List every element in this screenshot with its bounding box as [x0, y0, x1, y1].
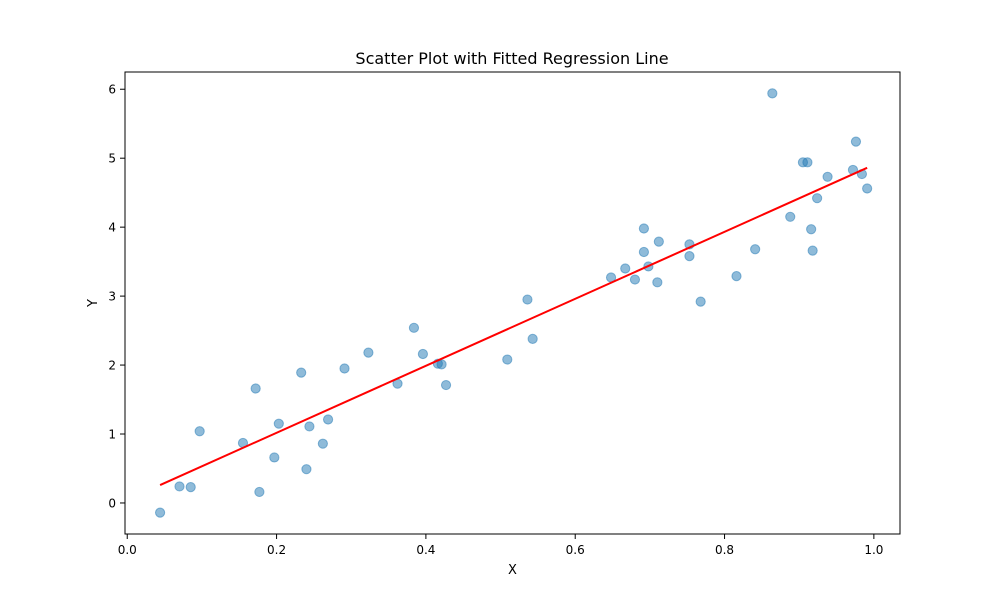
- scatter-point-41: [802, 157, 813, 168]
- scatter-point-7: [269, 452, 280, 463]
- scatter-point-0: [154, 507, 166, 518]
- scatter-point-23: [522, 294, 533, 305]
- scatter-point-12: [317, 438, 328, 449]
- scatter-point-39: [785, 211, 796, 222]
- y-tick-label: 6: [108, 83, 116, 97]
- scatter-point-2: [185, 482, 196, 493]
- y-tick-label: 1: [108, 428, 116, 442]
- scatter-point-24: [527, 333, 538, 344]
- x-tick-label: 0.6: [566, 543, 585, 557]
- x-axis-label: X: [508, 563, 517, 578]
- y-tick-label: 5: [108, 152, 116, 166]
- scatter-point-44: [812, 193, 823, 204]
- x-tick-label: 0.4: [416, 543, 435, 557]
- x-axis-ticks: 0.0 0.2 0.4 0.6 0.8 1.0: [118, 534, 883, 557]
- x-tick-label: 1.0: [864, 543, 883, 557]
- scatter-point-28: [638, 223, 650, 234]
- axes-frame: [124, 71, 901, 535]
- scatter-point-10: [301, 464, 312, 475]
- scatter-point-36: [731, 271, 742, 282]
- scatter-point-42: [806, 224, 817, 235]
- plot-area: [154, 88, 873, 518]
- scatter-point-49: [862, 183, 873, 194]
- chart-title: Scatter Plot with Fitted Regression Line: [355, 49, 668, 68]
- scatter-point-17: [408, 322, 420, 333]
- x-tick-label: 0.2: [267, 543, 286, 557]
- scatter-point-15: [363, 347, 374, 358]
- scatter-point-21: [440, 379, 452, 391]
- scatter-point-27: [629, 274, 641, 285]
- scatter-point-26: [620, 263, 631, 274]
- scatter-point-13: [322, 414, 334, 425]
- scatter-point-32: [653, 236, 664, 247]
- scatter-point-35: [695, 296, 706, 307]
- x-tick-label: 0.8: [715, 543, 734, 557]
- scatter-point-14: [339, 363, 350, 374]
- scatter-point-3: [194, 426, 205, 437]
- y-axis-ticks: 0 1 2 3 4 5 6: [108, 83, 125, 510]
- regression-line: [159, 166, 868, 486]
- scatter-point-45: [822, 171, 833, 182]
- scatter-point-37: [750, 244, 761, 255]
- scatter-point-1: [174, 481, 185, 492]
- y-tick-label: 4: [108, 221, 116, 235]
- scatter-point-29: [638, 246, 650, 258]
- scatter-point-34: [684, 251, 695, 262]
- y-tick-label: 2: [108, 359, 116, 373]
- scatter-point-18: [417, 348, 429, 360]
- scatter-point-22: [502, 354, 513, 365]
- scatter-point-47: [850, 136, 862, 147]
- x-tick-label: 0.0: [118, 543, 137, 557]
- scatter-point-9: [296, 367, 307, 378]
- scatter-point-5: [250, 383, 261, 394]
- scatter-point-6: [254, 486, 265, 498]
- y-tick-label: 3: [108, 290, 116, 304]
- scatter-point-43: [807, 245, 818, 256]
- scatter-point-8: [273, 418, 284, 429]
- scatter-point-38: [767, 88, 778, 99]
- y-tick-label: 0: [108, 496, 116, 510]
- y-axis-label: Y: [86, 299, 101, 308]
- scatter-point-11: [304, 421, 315, 432]
- scatter-point-31: [652, 277, 663, 288]
